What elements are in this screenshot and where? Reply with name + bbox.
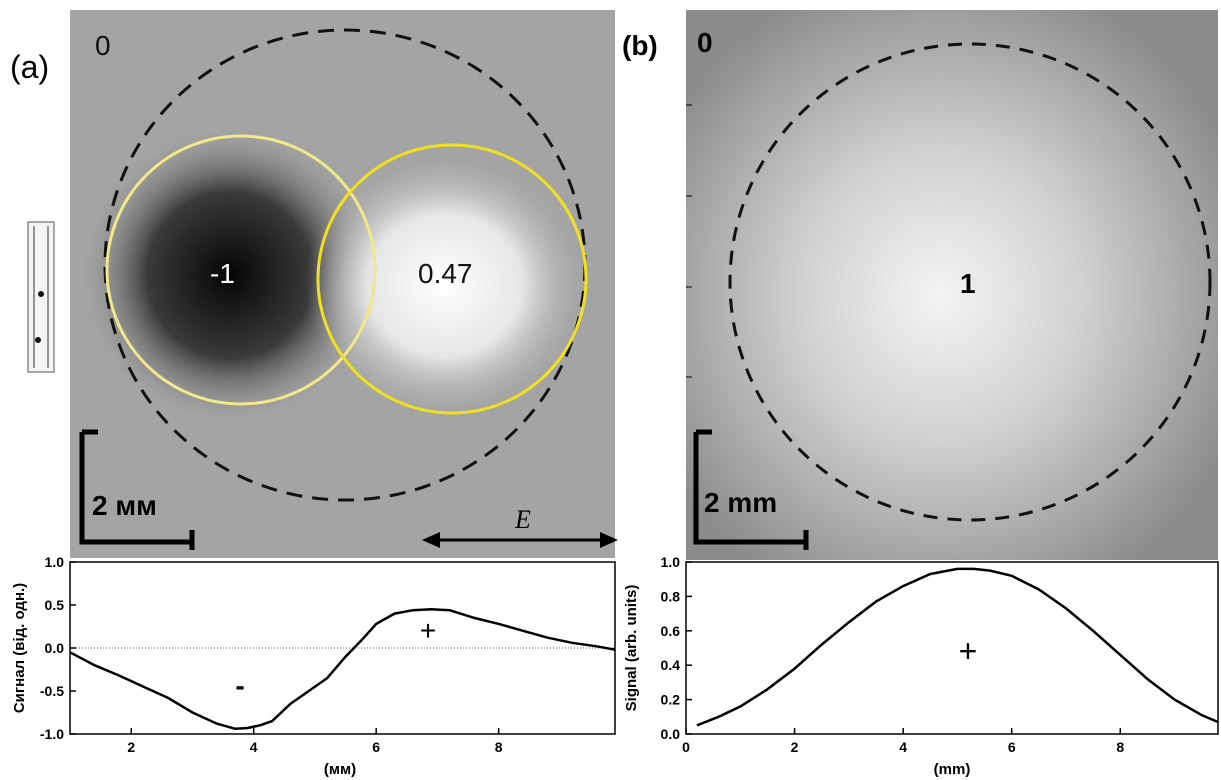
panel-a-label: (a): [10, 49, 49, 85]
chart-a-ytick-label: 1.0: [45, 554, 65, 570]
chart-a-xtick-label: 4: [250, 739, 258, 755]
chart-b-xlabel: (mm): [934, 761, 971, 778]
chart-b-xtick-label: 0: [682, 739, 690, 755]
sample-thumbnail: [28, 222, 54, 372]
field-label: E: [514, 505, 531, 534]
panel-b-corner-value: 0: [697, 27, 713, 58]
chart-a-xtick-label: 2: [127, 739, 135, 755]
chart-b-annotation-plus: +: [959, 633, 978, 669]
panel-b-background: [686, 10, 1218, 560]
chart-b-xtick-label: 2: [791, 739, 799, 755]
chart-a-ytick-label: -1.0: [40, 726, 64, 742]
chart-a-annotation-minus: -: [235, 670, 244, 701]
panel-a-corner-value: 0: [95, 30, 111, 61]
chart-b-ytick-label: 0.0: [661, 726, 681, 742]
panel-b-scale-label: 2 mm: [704, 487, 777, 518]
chart-b-ytick-label: 0.8: [661, 588, 681, 604]
chart-a-ytick-label: -0.5: [40, 683, 64, 699]
chart-b-xtick-label: 6: [1008, 739, 1016, 755]
chart-a-xtick-label: 6: [372, 739, 380, 755]
chart-b: 0 2 4 6 8 0.0 0.2 0.4 0.6 0.8 1.0 + (mm) Signal (a…: [623, 554, 1218, 778]
chart-b-ylabel: Signal (arb. units): [623, 585, 640, 712]
chart-a-ylabel: Сигнал (від. одн.): [11, 583, 28, 713]
chart-b-ytick-label: 0.6: [661, 623, 681, 639]
chart-b-frame: [686, 562, 1218, 734]
chart-a-xtick-label: 8: [495, 739, 503, 755]
chart-a-annotation-plus: +: [420, 615, 436, 646]
chart-b-xtick-label: 8: [1116, 739, 1124, 755]
chart-a: 2 4 6 8 -1.0 -0.5 0.0 0.5 1.0 - + (мм) Сигнал (в…: [11, 554, 615, 778]
panel-a-scale-label: 2 мм: [92, 490, 157, 521]
panel-b-image: 0 1 2 mm: [686, 10, 1218, 560]
panel-a-right-value: 0.47: [418, 258, 473, 289]
chart-a-xlabel: (мм): [324, 761, 356, 778]
chart-b-ytick-label: 0.4: [661, 657, 681, 673]
chart-a-ytick-label: 0.5: [45, 597, 65, 613]
panel-a-left-value: -1: [210, 258, 235, 289]
chart-a-ytick-label: 0.0: [45, 640, 65, 656]
chart-a-series-line: [70, 609, 615, 729]
chart-b-xtick-label: 4: [899, 739, 907, 755]
panel-a-image: 0 -1 0.47 2 мм E: [70, 10, 618, 558]
chart-b-ytick-label: 1.0: [661, 554, 681, 570]
panel-b-label: (b): [622, 30, 658, 61]
chart-b-series-line: [697, 569, 1218, 726]
chart-b-ytick-label: 0.2: [661, 692, 681, 708]
panel-b-center-value: 1: [960, 268, 976, 299]
